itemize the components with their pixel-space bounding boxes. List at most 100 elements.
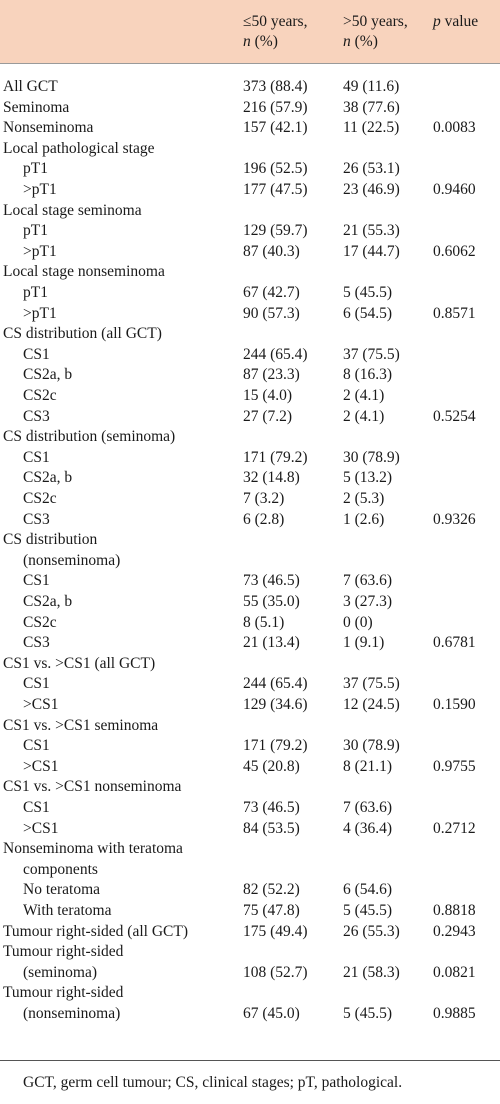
cell-p-value: 0.2712 bbox=[433, 819, 476, 837]
cell-p-value: 0.9326 bbox=[433, 510, 476, 528]
cell-age-gt50: 7 (63.6) bbox=[343, 799, 393, 816]
header-col2-line2: n (%) bbox=[343, 32, 408, 52]
cell-age-le50: 177 (47.5) bbox=[243, 181, 308, 198]
table-row: All GCT 373 (88.4) 49 (11.6) bbox=[0, 77, 500, 97]
cell-age-le50: 87 (23.3) bbox=[243, 366, 300, 384]
table-row: (nonseminoma) 67 (45.0) 5 (45.5) 0.9885 bbox=[0, 1004, 500, 1024]
header-col1-line1: ≤50 years, bbox=[243, 13, 308, 30]
row-label: All GCT bbox=[3, 78, 58, 95]
table-bottom-rule bbox=[0, 1060, 500, 1061]
row-label: pT1 bbox=[23, 284, 48, 301]
cell-age-le50: 73 (46.5) bbox=[243, 799, 300, 816]
row-label: >pT1 bbox=[23, 304, 57, 322]
table-row: CS3 6 (2.8) 1 (2.6) 0.9326 bbox=[0, 510, 500, 530]
cell-age-le50: 244 (65.4) bbox=[243, 675, 308, 693]
table-row: pT1 129 (59.7) 21 (55.3) bbox=[0, 221, 500, 241]
table-row: CS2a, b 32 (14.8) 5 (13.2) bbox=[0, 468, 500, 488]
cell-age-gt50: 3 (27.3) bbox=[343, 593, 393, 610]
cell-age-gt50: 2 (4.1) bbox=[343, 407, 385, 425]
cell-age-gt50: 2 (4.1) bbox=[343, 387, 385, 404]
row-label: Local stage nonseminoma bbox=[3, 263, 165, 281]
row-label: Tumour right-sided bbox=[3, 943, 124, 961]
table-row: With teratoma 75 (47.8) 5 (45.5) 0.8818 bbox=[0, 901, 500, 921]
table-row: CS distribution bbox=[0, 530, 500, 550]
cell-age-gt50: 26 (53.1) bbox=[343, 160, 400, 178]
cell-age-le50: 75 (47.8) bbox=[243, 902, 300, 919]
cell-age-le50: 15 (4.0) bbox=[243, 387, 293, 404]
cell-age-gt50: 6 (54.5) bbox=[343, 304, 393, 322]
row-label: CS3 bbox=[23, 510, 50, 528]
header-col2-line1: >50 years, bbox=[343, 13, 408, 30]
header-col2-n: n bbox=[343, 33, 351, 50]
cell-p-value: 0.6062 bbox=[433, 242, 476, 260]
row-label: (seminoma) bbox=[23, 963, 98, 981]
cell-age-gt50: 7 (63.6) bbox=[343, 572, 393, 590]
cell-age-gt50: 38 (77.6) bbox=[343, 98, 400, 116]
row-label: CS1 vs. >CS1 seminoma bbox=[3, 716, 159, 734]
cell-age-gt50: 0 (0) bbox=[343, 613, 373, 631]
cell-age-gt50: 8 (16.3) bbox=[343, 366, 393, 384]
cell-age-le50: 7 (3.2) bbox=[243, 490, 285, 507]
table-row: >pT1 177 (47.5) 23 (46.9) 0.9460 bbox=[0, 180, 500, 200]
cell-age-le50: 216 (57.9) bbox=[243, 98, 308, 116]
row-label: >CS1 bbox=[23, 819, 59, 837]
row-label: Seminoma bbox=[3, 98, 70, 116]
cell-age-gt50: 1 (2.6) bbox=[343, 510, 385, 528]
row-label: CS1 bbox=[23, 572, 50, 590]
table-row: CS3 27 (7.2) 2 (4.1) 0.5254 bbox=[0, 407, 500, 427]
cell-age-gt50: 30 (78.9) bbox=[343, 737, 400, 755]
row-label: CS3 bbox=[23, 407, 50, 425]
cell-age-gt50: 37 (75.5) bbox=[343, 345, 400, 363]
cell-age-le50: 157 (42.1) bbox=[243, 119, 308, 137]
cell-age-le50: 45 (20.8) bbox=[243, 757, 300, 775]
cell-age-gt50: 5 (45.5) bbox=[343, 1005, 393, 1022]
table-row: pT1 67 (42.7) 5 (45.5) bbox=[0, 283, 500, 303]
cell-age-gt50: 26 (55.3) bbox=[343, 922, 400, 940]
header-col-age-le50: ≤50 years, n (%) bbox=[243, 12, 307, 52]
header-col1-n: n bbox=[243, 33, 251, 50]
cell-age-gt50: 23 (46.9) bbox=[343, 181, 400, 198]
row-label: CS1 bbox=[23, 737, 50, 755]
row-label: No teratoma bbox=[23, 881, 101, 899]
cell-age-le50: 84 (53.5) bbox=[243, 819, 300, 837]
cell-age-le50: 67 (45.0) bbox=[243, 1005, 300, 1022]
table-row: CS1 vs. >CS1 (all GCT) bbox=[0, 654, 500, 674]
cell-age-le50: 67 (42.7) bbox=[243, 284, 300, 301]
row-label: CS1 bbox=[23, 345, 50, 363]
cell-p-value: 0.8818 bbox=[433, 902, 476, 919]
row-label: Local pathological stage bbox=[3, 139, 155, 157]
table-row: CS1 244 (65.4) 37 (75.5) bbox=[0, 345, 500, 365]
row-label: pT1 bbox=[23, 222, 48, 240]
cell-p-value: 0.5254 bbox=[433, 407, 476, 425]
table-row: CS2c 8 (5.1) 0 (0) bbox=[0, 613, 500, 633]
row-label: CS2c bbox=[23, 387, 57, 404]
cell-age-gt50: 17 (44.7) bbox=[343, 242, 400, 260]
header-col2-pct: (%) bbox=[350, 33, 378, 50]
row-label: CS2c bbox=[23, 613, 57, 631]
table-row: Tumour right-sided bbox=[0, 942, 500, 962]
row-label: CS3 bbox=[23, 634, 50, 652]
table-row: >CS1 129 (34.6) 12 (24.5) 0.1590 bbox=[0, 695, 500, 715]
row-label: CS1 bbox=[23, 448, 50, 466]
cell-age-le50: 73 (46.5) bbox=[243, 572, 300, 590]
table-row: >CS1 84 (53.5) 4 (36.4) 0.2712 bbox=[0, 819, 500, 839]
table-row: Tumour right-sided bbox=[0, 983, 500, 1003]
row-label: Nonseminoma bbox=[3, 119, 94, 137]
row-label: CS2a, b bbox=[23, 469, 73, 487]
row-label: CS distribution (all GCT) bbox=[3, 325, 162, 343]
cell-age-le50: 21 (13.4) bbox=[243, 634, 300, 652]
table-row: Nonseminoma with teratoma bbox=[0, 839, 500, 859]
cell-age-gt50: 11 (22.5) bbox=[343, 119, 400, 137]
cell-age-gt50: 21 (58.3) bbox=[343, 963, 400, 981]
cell-age-le50: 27 (7.2) bbox=[243, 407, 293, 425]
cell-age-gt50: 5 (45.5) bbox=[343, 284, 393, 301]
table-row: Nonseminoma 157 (42.1) 11 (22.5) 0.0083 bbox=[0, 118, 500, 138]
cell-p-value: 0.8571 bbox=[433, 304, 476, 322]
row-label: >pT1 bbox=[23, 181, 57, 198]
cell-age-gt50: 5 (13.2) bbox=[343, 469, 393, 487]
row-label: Nonseminoma with teratoma bbox=[3, 840, 183, 858]
cell-p-value: 0.2943 bbox=[433, 922, 476, 940]
row-label: CS1 vs. >CS1 nonseminoma bbox=[3, 778, 182, 796]
row-label: (nonseminoma) bbox=[23, 1005, 121, 1022]
cell-age-gt50: 21 (55.3) bbox=[343, 222, 400, 240]
